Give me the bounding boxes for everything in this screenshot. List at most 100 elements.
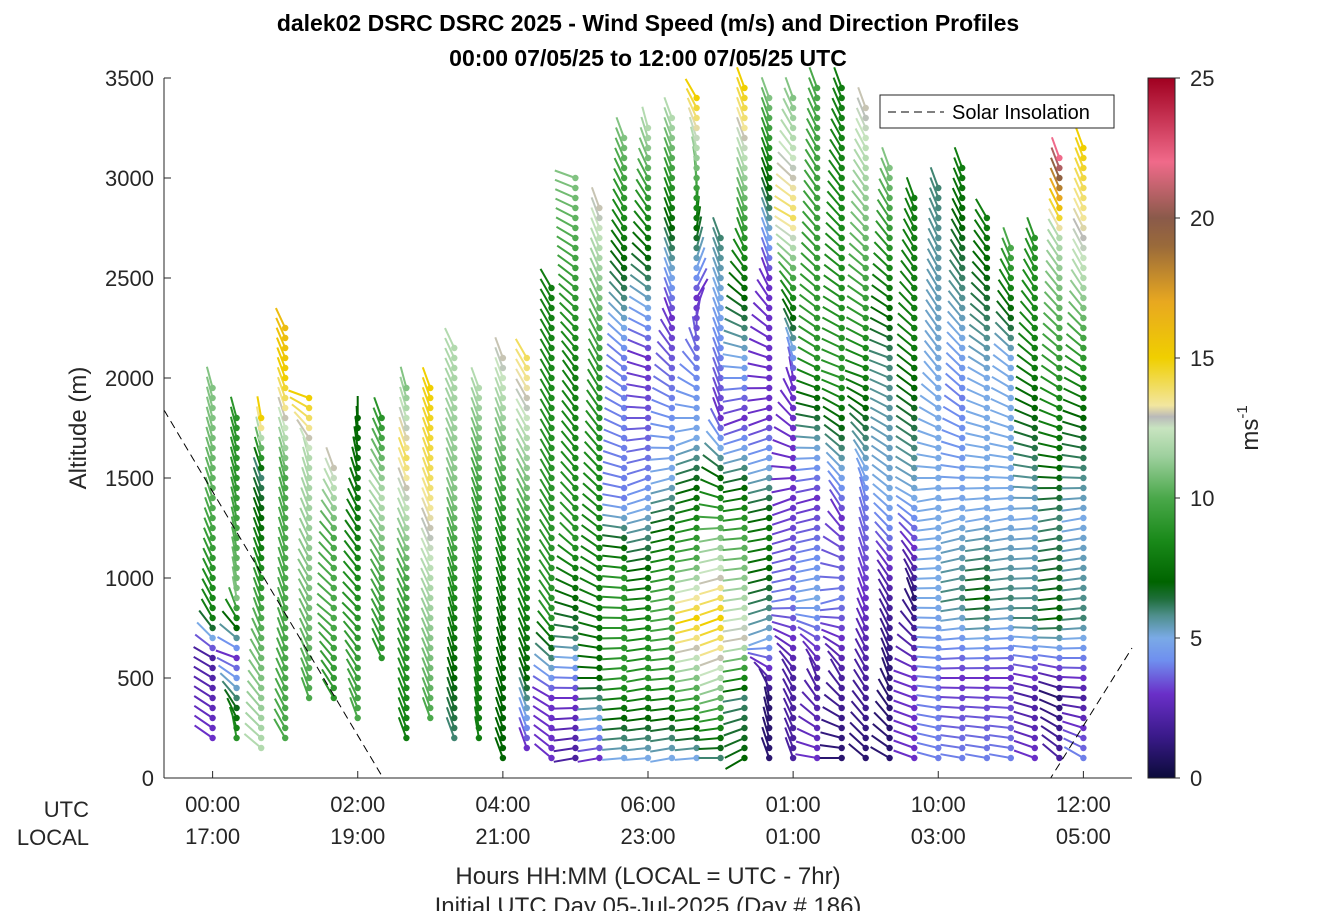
wind-barb — [193, 646, 214, 659]
wind-barb-point — [1056, 284, 1063, 292]
wind-barb — [397, 707, 408, 729]
wind-barb — [532, 695, 553, 709]
wind-barb-point — [1080, 244, 1087, 252]
wind-barb-point — [959, 474, 966, 482]
wind-barb — [602, 534, 625, 539]
wind-barb — [779, 129, 794, 149]
wind-barb-point — [838, 494, 845, 502]
wind-barb — [590, 227, 601, 249]
wind-barb-point — [403, 674, 410, 682]
wind-barb — [515, 348, 528, 369]
wind-barb-point — [354, 664, 361, 672]
wind-barb-point — [935, 264, 942, 272]
wind-barb — [1068, 290, 1085, 309]
wind-barb — [603, 428, 625, 439]
wind-barb-point — [620, 724, 628, 732]
wind-barb-point — [282, 504, 289, 512]
wind-barb — [795, 424, 818, 429]
wind-barb — [848, 412, 867, 429]
wind-barb-point — [1007, 684, 1014, 692]
wind-barb — [553, 747, 576, 753]
wind-barb-point — [983, 344, 991, 352]
wind-barb — [722, 557, 745, 562]
wind-barb — [964, 705, 987, 709]
wind-barb-point — [620, 414, 628, 422]
wind-barb-point — [1080, 374, 1087, 382]
wind-barb-point — [668, 184, 676, 192]
wind-barb — [649, 637, 673, 642]
wind-barb — [822, 306, 843, 319]
wind-barb — [396, 577, 408, 599]
wind-barb — [539, 318, 553, 339]
wind-barb-point — [1007, 534, 1014, 542]
wind-barb-point — [886, 594, 893, 602]
wind-barb-point — [282, 524, 289, 532]
wind-barb-point — [596, 554, 603, 562]
wind-barb — [518, 666, 528, 689]
wind-barb — [723, 737, 745, 748]
wind-barb — [795, 412, 818, 419]
wind-barb — [626, 727, 649, 732]
wind-barb — [650, 597, 673, 603]
wind-barb — [1041, 743, 1061, 759]
wind-barb-point — [886, 634, 893, 642]
wind-barb-point — [1031, 724, 1039, 732]
wind-barb-point — [548, 554, 555, 562]
wind-barb — [579, 577, 600, 589]
wind-barb — [772, 497, 794, 507]
wind-barb — [205, 366, 214, 389]
wind-barb — [663, 156, 673, 179]
wind-barb — [968, 323, 988, 339]
wind-barb-point — [935, 384, 942, 392]
wind-barb-point — [693, 594, 700, 602]
wind-barb-point — [741, 494, 748, 502]
wind-barb-point — [620, 404, 628, 412]
wind-barb — [916, 577, 939, 580]
wind-barb — [1040, 364, 1060, 379]
wind-barb-point — [620, 314, 628, 322]
wind-barb-point — [862, 324, 869, 332]
wind-barb — [1073, 167, 1085, 189]
wind-barb-point — [572, 584, 579, 592]
wind-barb-point — [572, 694, 579, 702]
wind-barb — [760, 206, 771, 229]
wind-barb — [650, 487, 673, 495]
wind-barb-point — [838, 594, 845, 602]
wind-barb — [827, 650, 843, 669]
wind-barb — [674, 757, 697, 761]
wind-barb-point — [741, 644, 748, 652]
wind-barb-point — [693, 374, 700, 382]
wind-barb-point — [668, 114, 676, 122]
wind-barb-point — [959, 264, 966, 272]
wind-barb-point — [1031, 704, 1039, 712]
wind-barb-point — [354, 414, 361, 422]
wind-barb — [663, 266, 673, 289]
wind-barb-point — [813, 314, 821, 322]
wind-barb-point — [693, 424, 700, 432]
wind-barb-point — [1031, 314, 1039, 322]
wind-barb — [845, 348, 867, 359]
wind-barb-point — [813, 364, 821, 372]
wind-barb-point — [1080, 644, 1087, 652]
wind-barb-point — [741, 114, 748, 122]
wind-barb-point — [378, 654, 385, 662]
wind-barb-point — [935, 554, 942, 562]
wind-barb — [688, 116, 698, 139]
wind-barb — [420, 547, 432, 569]
wind-barb — [870, 416, 891, 429]
wind-barb — [445, 716, 456, 739]
wind-barb — [775, 233, 794, 249]
wind-barb — [924, 329, 940, 349]
wind-barb — [695, 257, 707, 279]
wind-barb — [712, 346, 722, 369]
wind-barb — [324, 457, 335, 479]
wind-barb-point — [766, 504, 773, 512]
wind-barb — [951, 197, 964, 219]
wind-barb-point — [1080, 754, 1087, 762]
wind-barb — [724, 757, 746, 770]
wind-barb-point — [451, 644, 458, 652]
wind-barb — [723, 407, 745, 415]
wind-barb-point — [644, 694, 652, 702]
wind-barb-point — [620, 334, 628, 342]
wind-barb — [795, 577, 818, 584]
